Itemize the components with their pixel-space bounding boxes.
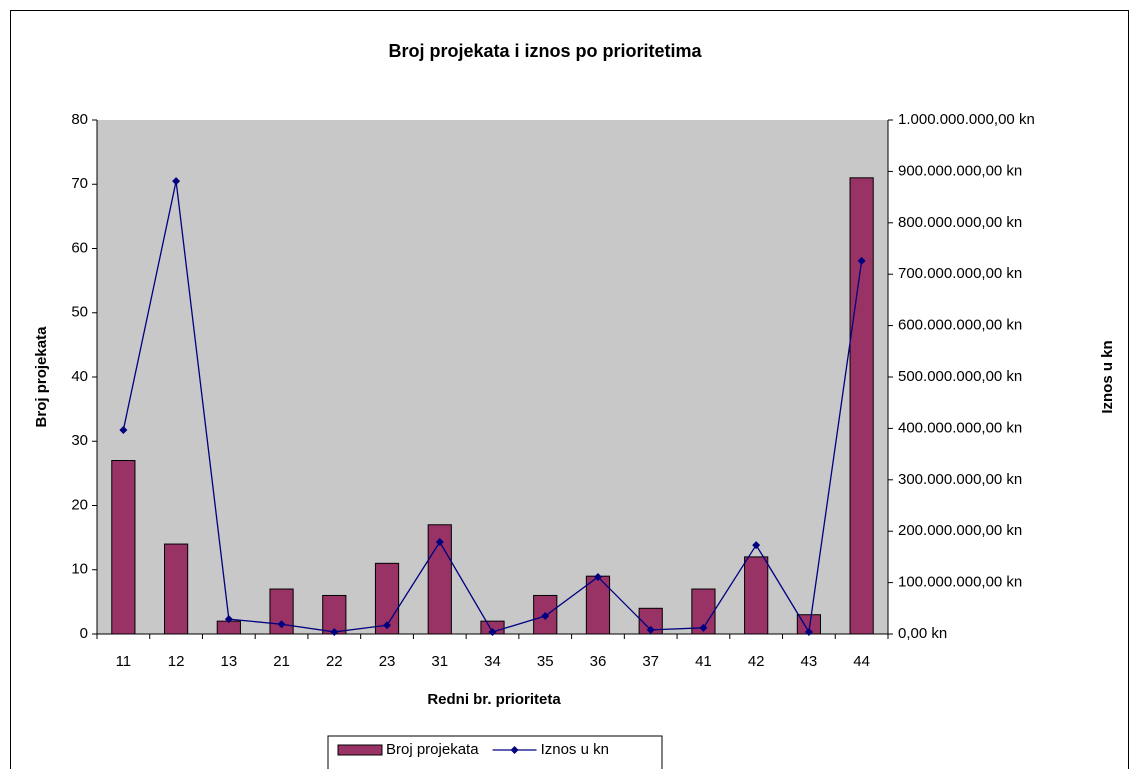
x-tick-label: 12 (168, 653, 185, 670)
marker (277, 620, 286, 629)
y2-axis-title: Iznos u kn (1099, 340, 1116, 413)
x-tick-label: 44 (853, 653, 870, 670)
y-tick-label: 70 (71, 175, 88, 192)
x-tick-label: 22 (326, 653, 343, 670)
y2-tick-label: 0,00 kn (898, 625, 947, 642)
marker (172, 177, 181, 186)
y-tick-label: 50 (71, 304, 88, 321)
x-tick-label: 13 (220, 653, 237, 670)
marker (699, 623, 708, 632)
bar (691, 588, 716, 635)
y-tick-label: 0 (80, 625, 88, 642)
marker (646, 625, 655, 634)
legend-label: Iznos u kn (541, 741, 609, 758)
x-tick-label: 31 (431, 653, 448, 670)
x-tick-label: 43 (801, 653, 818, 670)
y2-tick-label: 800.000.000,00 kn (898, 214, 1022, 231)
y-axis-title: Broj projekata (33, 326, 50, 428)
x-tick-label: 37 (642, 653, 659, 670)
x-tick-label: 35 (537, 653, 554, 670)
y2-tick-label: 700.000.000,00 kn (898, 265, 1022, 282)
y-tick-label: 40 (71, 368, 88, 385)
y2-tick-label: 500.000.000,00 kn (898, 368, 1022, 385)
marker (804, 627, 813, 636)
x-tick-label: 23 (379, 653, 396, 670)
bar (163, 543, 189, 635)
marker (435, 537, 444, 546)
legend-marker (510, 746, 519, 754)
y2-tick-label: 100.000.000,00 kn (898, 574, 1022, 591)
y2-tick-label: 1.000.000.000,00 kn (898, 111, 1035, 128)
x-tick-label: 36 (590, 653, 607, 670)
bar (849, 177, 874, 635)
y-tick-label: 10 (71, 561, 88, 578)
marker (857, 256, 866, 265)
marker (541, 612, 550, 621)
legend-box (327, 735, 663, 769)
y2-tick-label: 400.000.000,00 kn (898, 419, 1022, 436)
marker (488, 627, 497, 636)
x-tick-label: 21 (273, 653, 290, 670)
marker (383, 621, 392, 630)
x-tick-label: 11 (116, 653, 132, 670)
y2-tick-label: 600.000.000,00 kn (898, 317, 1022, 334)
x-tick-label: 34 (484, 653, 501, 670)
y2-tick-label: 200.000.000,00 kn (898, 522, 1022, 539)
marker (224, 615, 233, 624)
y-tick-label: 60 (71, 239, 88, 256)
chart-title: Broj projekata i iznos po prioritetima (388, 41, 702, 61)
y2-tick-label: 300.000.000,00 kn (898, 471, 1022, 488)
marker (330, 627, 339, 636)
x-tick-label: 41 (695, 653, 712, 670)
y-tick-label: 30 (71, 432, 88, 449)
y2-tick-label: 900.000.000,00 kn (898, 162, 1022, 179)
marker (752, 541, 761, 550)
legend-swatch (337, 744, 383, 756)
y-tick-label: 20 (71, 496, 88, 513)
plot-area (97, 120, 888, 634)
bar (638, 607, 663, 635)
x-axis-title: Redni br. prioriteta (427, 691, 561, 708)
bar (269, 588, 294, 635)
x-tick-label: 42 (748, 653, 765, 670)
y-tick-label: 80 (71, 111, 88, 128)
bar (111, 460, 136, 635)
legend-label: Broj projekata (386, 741, 479, 758)
bar (744, 556, 769, 635)
marker (593, 572, 602, 581)
marker (119, 425, 128, 434)
